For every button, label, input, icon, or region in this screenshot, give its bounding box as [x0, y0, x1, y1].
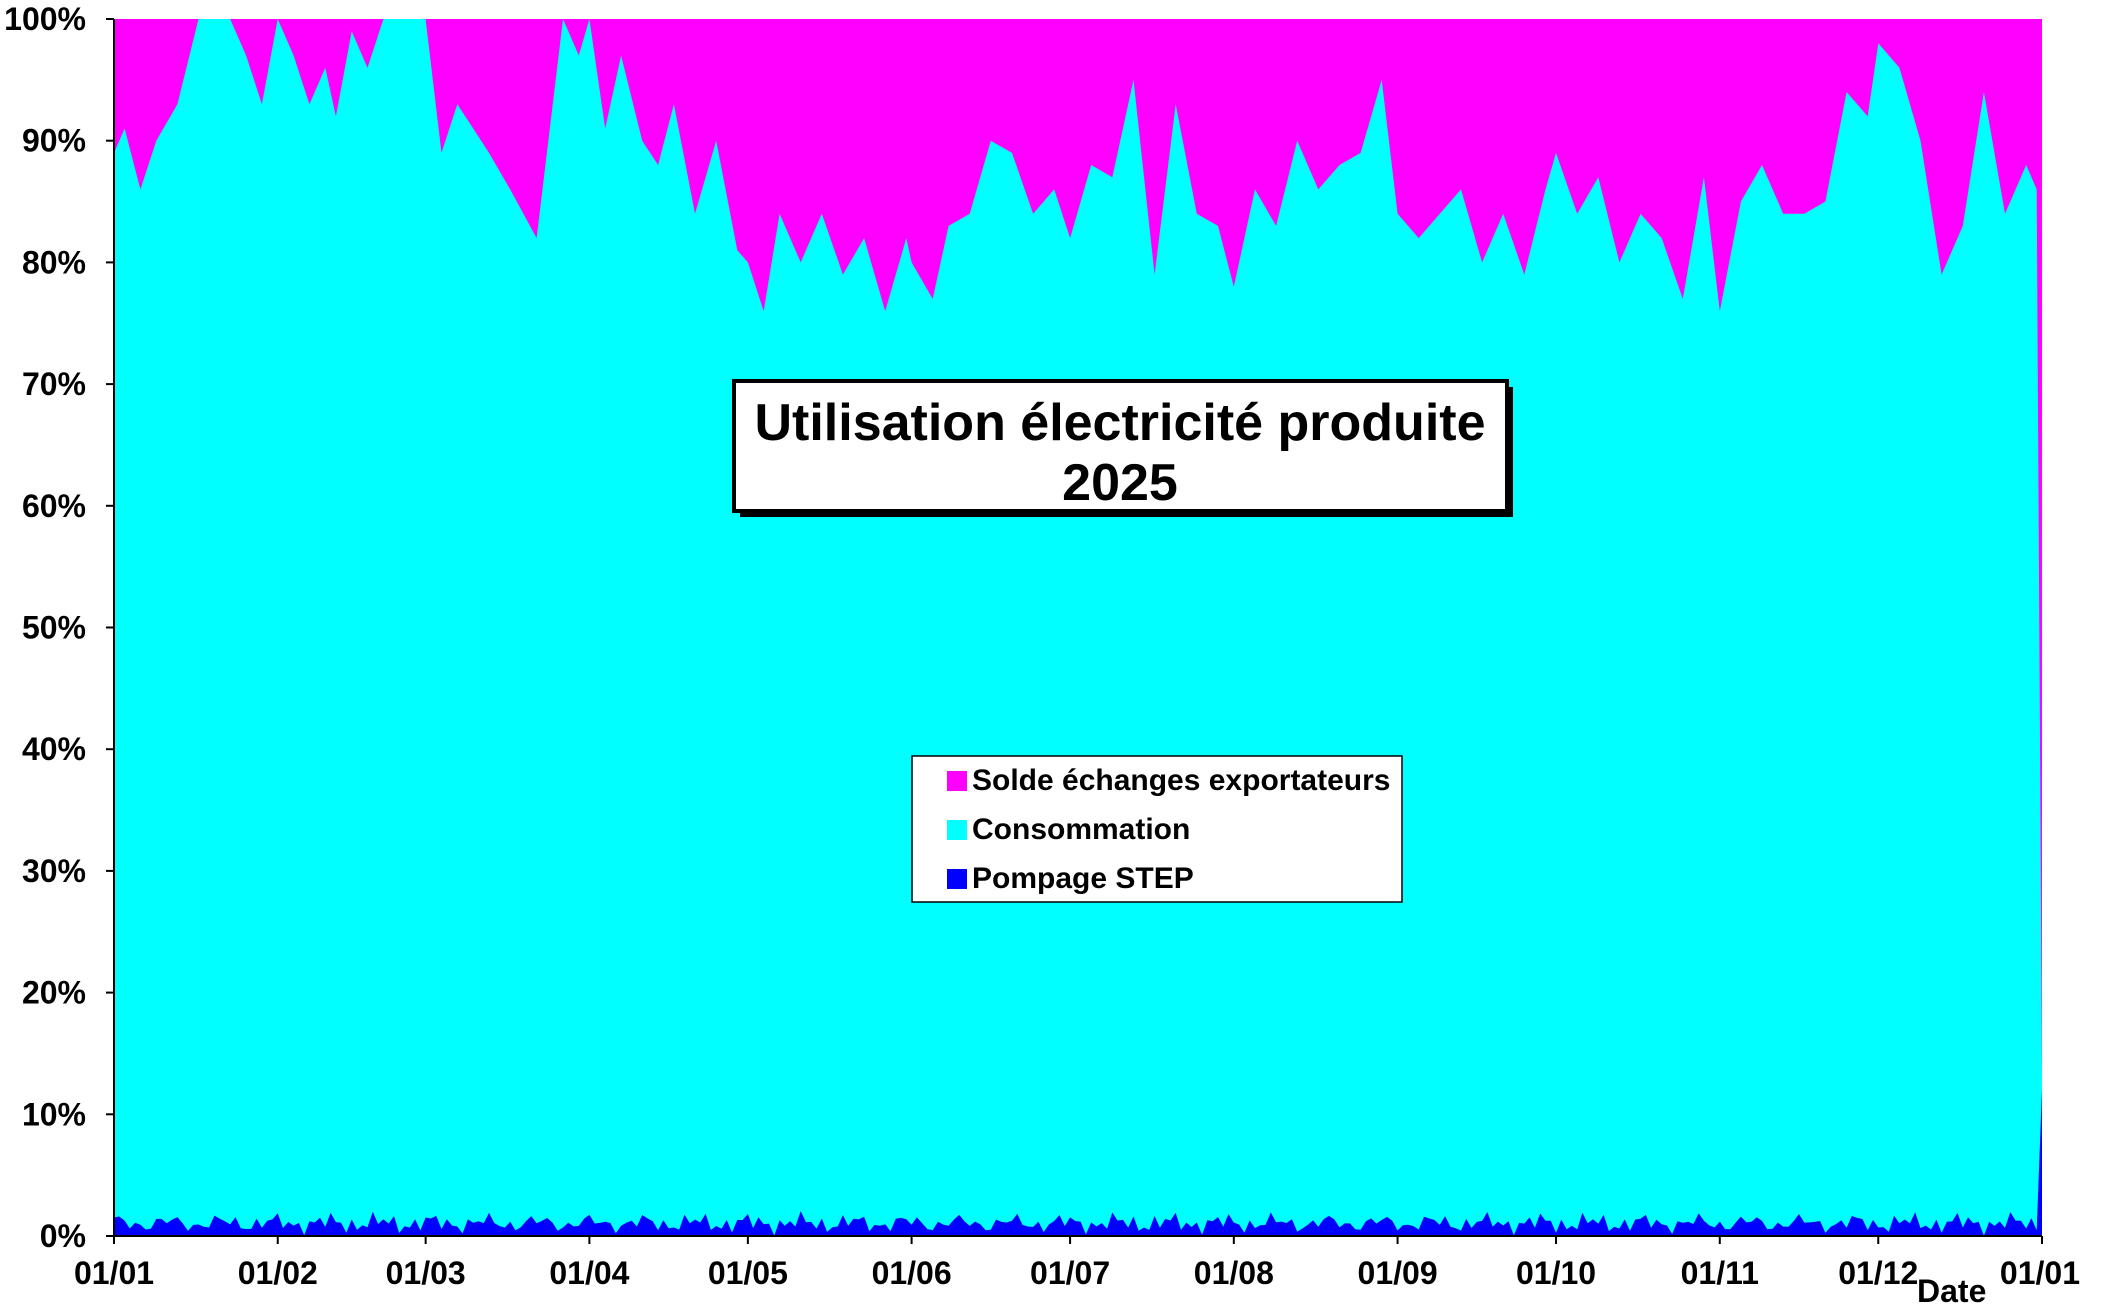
plot-area	[114, 19, 2042, 1236]
x-tick-label: 01/02	[238, 1255, 318, 1291]
x-tick-label: 01/08	[1194, 1255, 1274, 1291]
legend-label-pompage: Pompage STEP	[972, 862, 1194, 895]
x-tick-label: 01/07	[1030, 1255, 1110, 1291]
legend-swatch-consommation	[947, 820, 967, 840]
y-tick-label: 10%	[22, 1096, 86, 1132]
chart-title-box: Utilisation électricité produite 2025	[732, 379, 1513, 517]
legend-label-solde: Solde échanges exportateurs	[972, 764, 1390, 797]
chart-title: Utilisation électricité produite	[754, 394, 1485, 452]
y-tick-label: 40%	[22, 731, 86, 767]
y-tick-label: 60%	[22, 488, 86, 524]
chart-subtitle: 2025	[1062, 454, 1178, 512]
y-tick-label: 0%	[40, 1218, 86, 1254]
x-tick-label: 01/12	[1838, 1255, 1918, 1291]
x-tick-label: 01/09	[1358, 1255, 1438, 1291]
x-tick-label: 01/05	[708, 1255, 788, 1291]
x-axis-label: Date	[1917, 1273, 1986, 1303]
x-tick-label: 01/01	[74, 1255, 154, 1291]
legend-swatch-pompage	[947, 869, 967, 889]
legend-swatch-solde	[947, 771, 967, 791]
x-tick-label: 01/11	[1681, 1255, 1759, 1291]
y-tick-label: 80%	[22, 244, 86, 280]
x-tick-label: 01/10	[1516, 1255, 1596, 1291]
y-tick-label: 20%	[22, 975, 86, 1011]
x-tick-label: 01/04	[549, 1255, 629, 1291]
y-tick-label: 30%	[22, 853, 86, 889]
axes: 0% 10% 20% 30% 40% 50% 60% 70% 80% 90% 100% 01/01 01…	[4, 1, 2080, 1291]
y-tick-label: 90%	[22, 123, 86, 159]
y-tick-label: 70%	[22, 366, 86, 402]
x-tick-label: 01/06	[872, 1255, 952, 1291]
legend: Solde échanges exportateurs Consommation…	[911, 755, 1403, 903]
legend-label-consommation: Consommation	[972, 813, 1190, 846]
x-tick-label: 01/03	[386, 1255, 466, 1291]
y-tick-label: 100%	[4, 1, 86, 37]
x-tick-label: 01/01	[2000, 1255, 2080, 1291]
series-area-consommation	[114, 19, 2042, 1236]
y-tick-label: 50%	[22, 610, 86, 646]
